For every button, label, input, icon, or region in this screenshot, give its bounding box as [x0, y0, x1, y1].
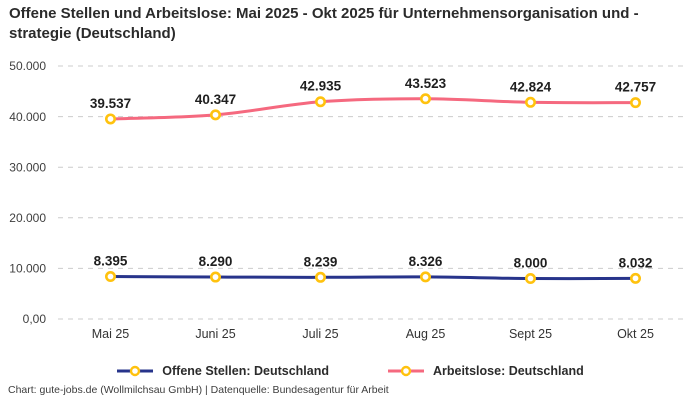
x-axis-tick-label: Mai 25 — [92, 327, 130, 341]
y-axis-tick-label: 50.000 — [9, 59, 46, 73]
series-line — [109, 275, 637, 281]
data-point-label: 8.239 — [304, 254, 338, 269]
data-point-marker[interactable] — [314, 96, 326, 108]
data-point-label: 42.824 — [510, 79, 552, 94]
y-axis-tick-label: 40.000 — [9, 110, 46, 124]
x-axis-tick-label: Juli 25 — [302, 327, 338, 341]
legend-item-arbeitslose[interactable]: Arbeitslose: Deutschland — [387, 364, 584, 378]
legend-label-arbeitslose: Arbeitslose: Deutschland — [432, 364, 584, 378]
data-point-marker[interactable] — [419, 271, 431, 283]
data-point-label: 42.757 — [615, 80, 656, 95]
x-axis-tick-label: Juni 25 — [195, 327, 235, 341]
y-axis-tick-label: 20.000 — [9, 211, 46, 225]
chart-legend: Offene Stellen: Deutschland Arbeitslose:… — [0, 359, 700, 383]
data-point-label: 8.395 — [94, 254, 128, 269]
y-axis-tick-label: 10.000 — [9, 262, 46, 276]
data-point-label: 40.347 — [195, 92, 236, 107]
chart-title: Offene Stellen und Arbeitslose: Mai 2025… — [9, 5, 639, 42]
x-axis-tick-label: Okt 25 — [617, 327, 654, 341]
line-chart: 0,00 10.000 20.000 30.000 40.000 50.000 Mai 25… — [9, 59, 688, 341]
legend-swatch-arbeitslose-icon — [387, 365, 424, 377]
data-point-marker[interactable] — [105, 113, 117, 125]
x-axis-tick-label: Sept 25 — [509, 327, 552, 341]
data-point-label: 39.537 — [90, 96, 131, 111]
legend-item-offene-stellen[interactable]: Offene Stellen: Deutschland — [116, 364, 329, 378]
data-point-marker[interactable] — [210, 271, 222, 283]
data-point-label: 42.935 — [300, 79, 342, 94]
data-point-marker[interactable] — [105, 271, 117, 283]
legend-swatch-offene-stellen-icon — [117, 365, 154, 377]
data-point-label: 8.032 — [619, 255, 653, 270]
data-point-marker[interactable] — [524, 273, 536, 285]
legend-label-offene-stellen: Offene Stellen: Deutschland — [162, 364, 329, 378]
attribution-text: Chart: gute-jobs.de (Wollmilchsau GmbH) … — [8, 384, 389, 396]
x-axis-tick-label: Aug 25 — [406, 327, 446, 341]
y-axis-tick-label: 0,00 — [23, 312, 47, 326]
data-point-marker[interactable] — [524, 96, 536, 108]
data-point-marker[interactable] — [210, 109, 222, 121]
data-point-marker[interactable] — [419, 93, 431, 105]
data-point-marker[interactable] — [629, 97, 641, 109]
series-line — [109, 97, 637, 121]
y-axis-tick-label: 30.000 — [9, 160, 46, 174]
data-point-label: 43.523 — [405, 76, 447, 91]
data-point-marker[interactable] — [629, 272, 641, 284]
data-point-label: 8.290 — [199, 254, 233, 269]
data-point-marker[interactable] — [314, 271, 326, 283]
data-point-label: 8.000 — [514, 256, 548, 271]
data-point-label: 8.326 — [409, 254, 443, 269]
